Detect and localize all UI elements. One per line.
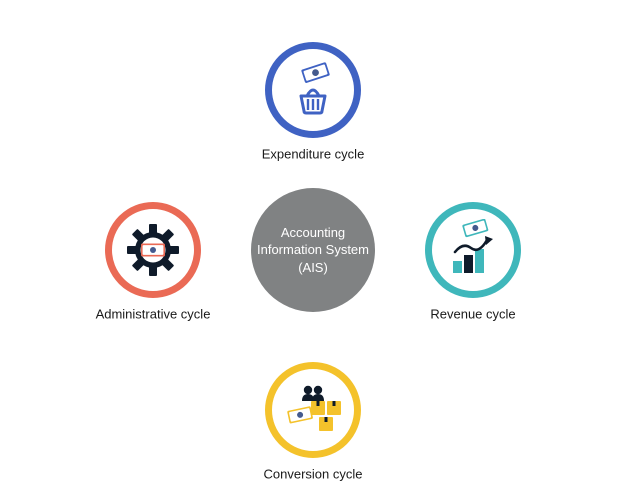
administrative-icon — [123, 220, 183, 280]
node-expenditure — [265, 42, 361, 138]
revenue-icon — [442, 219, 504, 281]
node-administrative — [105, 202, 201, 298]
expenditure-icon — [283, 60, 343, 120]
center-line1: Accounting — [257, 224, 369, 242]
label-conversion: Conversion cycle — [264, 467, 363, 482]
center-line3: (AIS) — [257, 259, 369, 277]
label-expenditure: Expenditure cycle — [262, 147, 365, 162]
center-circle: Accounting Information System (AIS) — [251, 188, 375, 312]
center-line2: Information System — [257, 241, 369, 259]
center-text: Accounting Information System (AIS) — [257, 224, 369, 277]
node-revenue — [425, 202, 521, 298]
label-administrative: Administrative cycle — [96, 307, 211, 322]
conversion-icon — [281, 381, 345, 439]
label-revenue: Revenue cycle — [430, 307, 515, 322]
node-conversion — [265, 362, 361, 458]
